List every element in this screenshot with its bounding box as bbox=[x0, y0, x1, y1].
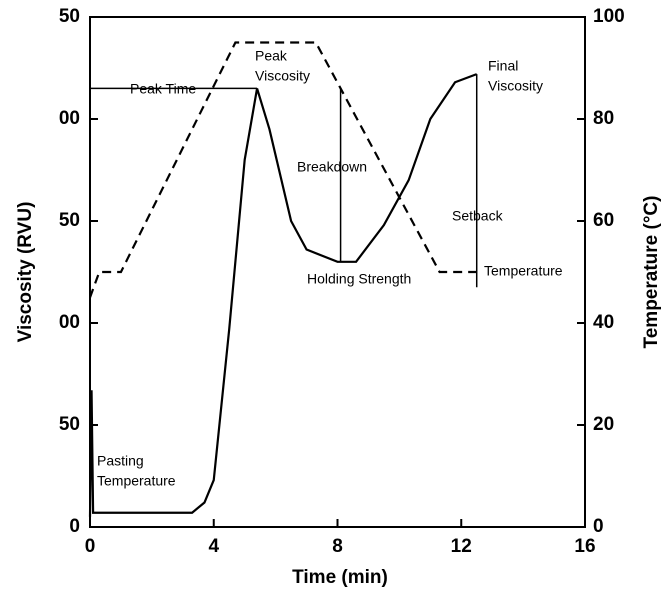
y-tick-label: 0 bbox=[69, 516, 80, 537]
annotation: Peak bbox=[255, 48, 288, 64]
annotation: Temperature bbox=[484, 263, 563, 279]
y-tick-label: 00 bbox=[59, 312, 80, 333]
x-tick-label: 0 bbox=[85, 536, 96, 557]
annotation: Viscosity bbox=[255, 68, 310, 84]
y2-tick-label: 40 bbox=[593, 312, 614, 333]
y-tick-label: 50 bbox=[59, 6, 80, 27]
y2-tick-label: 100 bbox=[593, 6, 625, 27]
annotation: Pasting bbox=[97, 453, 144, 469]
annotation: Holding Strength bbox=[307, 271, 411, 287]
y-tick-label: 00 bbox=[59, 108, 80, 129]
x-axis-label: Time (min) bbox=[292, 567, 388, 588]
annotation: Breakdown bbox=[297, 159, 367, 175]
y2-tick-label: 80 bbox=[593, 108, 614, 129]
series-line bbox=[88, 73, 478, 517]
annotation: Viscosity bbox=[488, 78, 543, 94]
y2-axis-label: Temperature (°C) bbox=[641, 196, 662, 349]
annotation: Temperature bbox=[97, 473, 176, 489]
x-tick-label: 12 bbox=[451, 536, 472, 557]
x-tick-label: 16 bbox=[574, 536, 595, 557]
y-tick-label: 50 bbox=[59, 210, 80, 231]
x-tick-label: 8 bbox=[332, 536, 343, 557]
annotation: Peak Time bbox=[130, 81, 196, 97]
annotation: Setback bbox=[452, 208, 504, 224]
y-tick-label: 50 bbox=[59, 414, 80, 435]
annotation: Final bbox=[488, 58, 518, 74]
series-line bbox=[88, 41, 477, 298]
x-tick-label: 4 bbox=[208, 536, 219, 557]
y2-tick-label: 60 bbox=[593, 210, 614, 231]
y2-tick-label: 0 bbox=[593, 516, 604, 537]
y-axis-label: Viscosity (RVU) bbox=[15, 202, 36, 343]
y2-tick-label: 20 bbox=[593, 414, 614, 435]
